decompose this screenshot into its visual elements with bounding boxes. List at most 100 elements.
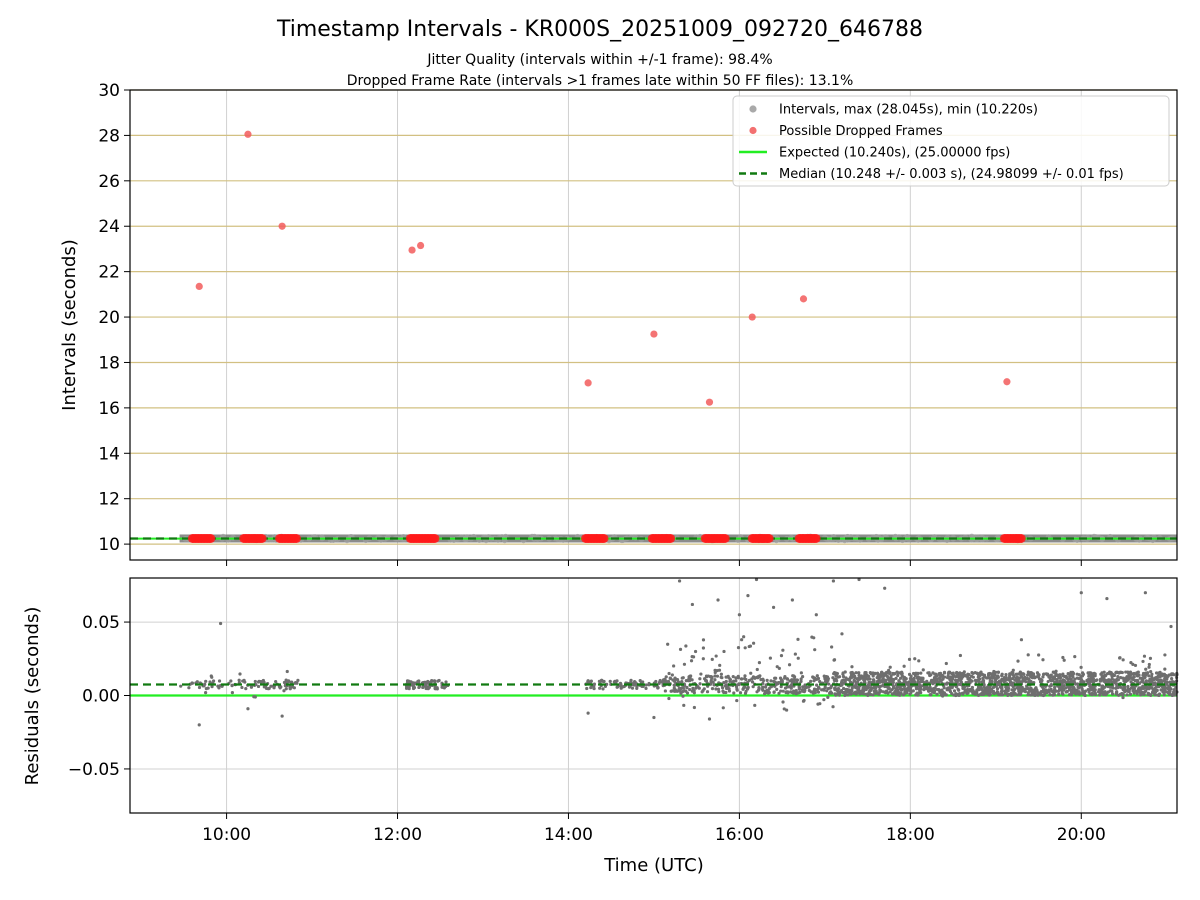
residual-point — [296, 678, 300, 682]
residual-point — [914, 684, 918, 689]
residual-point — [976, 693, 980, 697]
residual-point — [1036, 672, 1040, 676]
residual-point — [681, 694, 685, 698]
residual-point — [866, 686, 870, 690]
residual-point — [1087, 674, 1091, 678]
residual-point — [753, 703, 757, 707]
residual-point — [943, 682, 947, 686]
residual-point — [254, 683, 258, 687]
residual-point — [698, 682, 702, 686]
residual-point — [848, 677, 852, 681]
residual-point — [1160, 688, 1164, 693]
residual-point — [935, 677, 939, 681]
residual-point — [978, 673, 982, 678]
residual-point — [734, 676, 738, 680]
residual-point — [702, 687, 706, 691]
residual-point — [822, 674, 826, 678]
top-y-tick-label: 22 — [98, 263, 120, 283]
residual-point — [1002, 675, 1006, 680]
residual-point — [863, 672, 867, 677]
residual-point — [667, 696, 671, 701]
residual-point — [1153, 693, 1157, 697]
residual-point — [980, 672, 985, 676]
residual-point — [1157, 673, 1161, 678]
bottom-x-tick-label: 18:00 — [886, 825, 935, 845]
residual-point — [935, 674, 939, 678]
residual-point — [1000, 674, 1004, 678]
residual-point — [952, 689, 957, 693]
residual-point — [1079, 680, 1083, 684]
residual-point — [968, 687, 972, 692]
residual-point — [1105, 596, 1109, 601]
residual-point — [1093, 688, 1097, 692]
residual-point — [907, 657, 912, 661]
residual-point — [878, 680, 882, 684]
residual-point — [769, 679, 773, 683]
residual-point — [839, 680, 844, 684]
residual-point — [1053, 685, 1057, 690]
residual-point — [1073, 654, 1077, 659]
residual-point — [218, 621, 223, 626]
residual-point — [1152, 688, 1156, 692]
dropped-frame-point — [408, 246, 416, 254]
residual-point — [736, 646, 741, 650]
residual-point — [264, 686, 269, 691]
residual-point — [1076, 685, 1080, 689]
residual-point — [918, 676, 922, 680]
residual-point — [1148, 656, 1153, 660]
residual-point — [996, 675, 1000, 679]
residual-point — [775, 665, 779, 669]
residual-point — [830, 645, 834, 649]
residual-point — [904, 677, 908, 681]
bottom-x-tick-label: 20:00 — [1057, 825, 1106, 845]
top-y-tick-label: 12 — [98, 490, 120, 510]
residual-point — [644, 686, 648, 691]
residual-point — [1099, 672, 1103, 676]
residual-point — [627, 685, 632, 689]
residual-point — [840, 632, 844, 636]
residual-point — [693, 649, 698, 654]
residual-point — [966, 687, 970, 692]
dropped-frame-point — [705, 398, 714, 406]
residual-point — [1119, 670, 1123, 674]
residual-point — [929, 673, 933, 677]
residual-point — [812, 676, 816, 680]
residual-point — [1133, 663, 1138, 668]
residual-point — [1164, 674, 1168, 678]
residual-point — [897, 692, 901, 696]
residual-point — [1157, 692, 1162, 696]
residual-point — [1103, 678, 1107, 682]
residual-point — [1015, 675, 1019, 679]
residual-point — [701, 657, 705, 661]
residual-point — [866, 677, 870, 681]
residual-point — [835, 671, 840, 676]
residual-point — [898, 680, 902, 684]
residual-point — [765, 690, 769, 695]
residual-point — [668, 676, 672, 680]
residual-point — [179, 684, 183, 688]
residual-point — [919, 687, 923, 691]
residual-point — [971, 671, 975, 675]
residual-point — [942, 671, 947, 675]
residual-point — [1064, 674, 1068, 678]
residual-point — [905, 691, 909, 695]
residual-point — [657, 681, 661, 685]
residual-point — [779, 689, 783, 693]
residual-point — [963, 690, 967, 694]
residual-point — [996, 690, 1000, 695]
residual-point — [803, 683, 807, 687]
residual-point — [749, 671, 753, 675]
residual-point — [916, 671, 920, 675]
residual-point — [1129, 686, 1134, 690]
residual-point — [1149, 679, 1154, 683]
residual-point — [1092, 692, 1096, 696]
residual-point — [927, 671, 931, 675]
residual-point — [1170, 677, 1174, 681]
residual-point — [1001, 693, 1005, 697]
bottom-y-tick-label: −0.05 — [68, 760, 120, 780]
residual-point — [848, 680, 853, 684]
residual-point — [867, 680, 871, 685]
top-y-tick-label: 14 — [98, 444, 120, 464]
residual-point — [1088, 677, 1092, 682]
residual-point — [769, 685, 773, 689]
